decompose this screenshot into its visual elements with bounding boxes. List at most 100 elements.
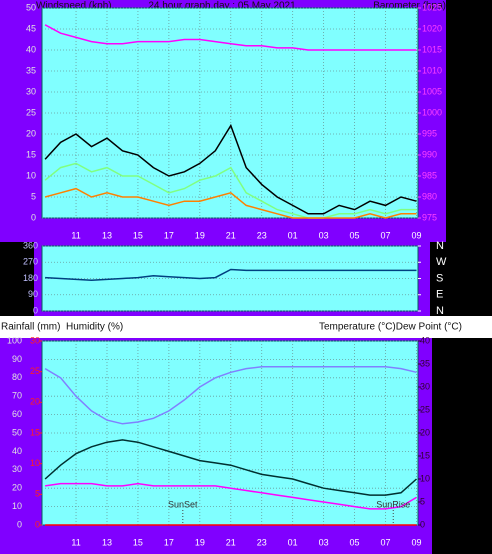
annotation: SunSet	[168, 499, 198, 509]
y-tick-label: 360	[23, 240, 38, 250]
bottom-header-bg	[0, 316, 492, 338]
x-tick-label: 09	[411, 537, 421, 547]
y3-tick-label: 25	[30, 366, 40, 376]
x-tick-label: 07	[380, 230, 390, 240]
plot-area	[41, 245, 419, 312]
y2-tick-label: 990	[422, 149, 437, 159]
y2-tick-label: N	[436, 305, 444, 317]
y-tick-label: 5	[31, 191, 36, 201]
x-tick-label: 11	[71, 537, 80, 547]
y-tick-label: 90	[28, 289, 38, 299]
y3-tick-label: 30	[30, 335, 40, 345]
y2-tick-label: 15	[420, 450, 430, 460]
x-tick-label: 03	[319, 537, 329, 547]
y-tick-label: 30	[26, 86, 36, 96]
y-tick-label: 180	[23, 273, 38, 283]
y3-tick-label: 0	[35, 519, 40, 529]
x-tick-label: 23	[257, 537, 267, 547]
plot-area	[41, 7, 419, 219]
annotation: SunRise	[376, 499, 410, 509]
y-tick-label: 90	[12, 354, 22, 364]
chart-title: 24 hour graph day : 05 May 2021	[148, 1, 296, 12]
y-tick-label: 50	[12, 427, 22, 437]
y-tick-label: 25	[26, 107, 36, 117]
y2-axis-title: Temperature (°C)Dew Point (°C)	[319, 322, 462, 333]
y2-tick-label: 980	[422, 191, 437, 201]
x-tick-label: 17	[164, 537, 174, 547]
y-axis-title: Humidity (%)	[66, 322, 123, 333]
y-tick-label: 10	[12, 501, 22, 511]
y2-tick-label: 5	[420, 496, 425, 506]
y-tick-label: 20	[12, 483, 22, 493]
y2-tick-label: 1015	[422, 44, 442, 54]
x-tick-label: 13	[102, 537, 112, 547]
y3-tick-label: 15	[30, 427, 40, 437]
series-line	[44, 482, 417, 510]
y3-tick-label: 10	[30, 458, 40, 468]
y-tick-label: 0	[33, 305, 38, 315]
y3-tick-label: 20	[30, 397, 40, 407]
y3-tick-label: 5	[35, 489, 40, 499]
y2-tick-label: 30	[420, 381, 430, 391]
y-tick-label: 40	[26, 44, 36, 54]
y-tick-label: 40	[12, 446, 22, 456]
y2-tick-label: 1000	[422, 107, 442, 117]
y2-tick-label: W	[436, 256, 447, 268]
y-tick-label: 0	[31, 212, 36, 222]
y2-tick-label: 40	[420, 335, 430, 345]
y2-tick-label: S	[436, 272, 443, 284]
x-tick-label: 15	[133, 230, 143, 240]
series-line	[44, 162, 417, 219]
x-tick-label: 21	[226, 230, 236, 240]
y2-tick-label: 35	[420, 358, 430, 368]
plot-area	[41, 340, 419, 526]
y-tick-label: 35	[26, 65, 36, 75]
y2-tick-label: 10	[420, 473, 430, 483]
y2-tick-label: 1005	[422, 86, 442, 96]
y-tick-label: 50	[26, 2, 36, 12]
y-tick-label: 20	[26, 128, 36, 138]
x-tick-label: 07	[380, 537, 390, 547]
y-tick-label: 30	[12, 464, 22, 474]
y2-tick-label: 1025	[422, 2, 442, 12]
y2-axis-title: Barometer (hpa)	[373, 1, 446, 12]
x-tick-label: 05	[350, 230, 360, 240]
x-tick-label: 23	[257, 230, 267, 240]
y-tick-label: 70	[12, 391, 22, 401]
y-tick-label: 100	[7, 335, 22, 345]
y-tick-label: 10	[26, 170, 36, 180]
series-line	[44, 24, 417, 51]
x-tick-label: 09	[411, 230, 421, 240]
x-tick-label: 15	[133, 537, 143, 547]
x-tick-label: 21	[226, 537, 236, 547]
y-axis-title: Windspeed (kph)	[36, 1, 112, 12]
y-tick-label: 270	[23, 257, 38, 267]
x-tick-label: 11	[71, 230, 80, 240]
y-tick-label: 45	[26, 23, 36, 33]
x-tick-label: 01	[288, 230, 298, 240]
y2-tick-label: 985	[422, 170, 437, 180]
x-tick-label: 03	[319, 230, 329, 240]
y-tick-label: 60	[12, 409, 22, 419]
series-line	[44, 123, 417, 215]
y2-tick-label: 1010	[422, 65, 442, 75]
x-tick-label: 19	[195, 537, 205, 547]
y2-tick-label: 975	[422, 212, 437, 222]
series-line	[45, 268, 417, 282]
x-tick-label: 05	[350, 537, 360, 547]
x-tick-label: 17	[164, 230, 174, 240]
y2-tick-label: 20	[420, 427, 430, 437]
series-line	[44, 439, 417, 496]
x-tick-label: 19	[195, 230, 205, 240]
y2-tick-label: E	[436, 289, 443, 301]
y-tick-label: 0	[17, 519, 22, 529]
x-tick-label: 01	[288, 537, 298, 547]
y2-tick-label: 995	[422, 128, 437, 138]
y2-tick-label: N	[436, 240, 444, 252]
y-tick-label: 15	[26, 149, 36, 159]
x-tick-label: 13	[102, 230, 112, 240]
series-line	[44, 366, 417, 425]
series-line	[44, 187, 417, 219]
